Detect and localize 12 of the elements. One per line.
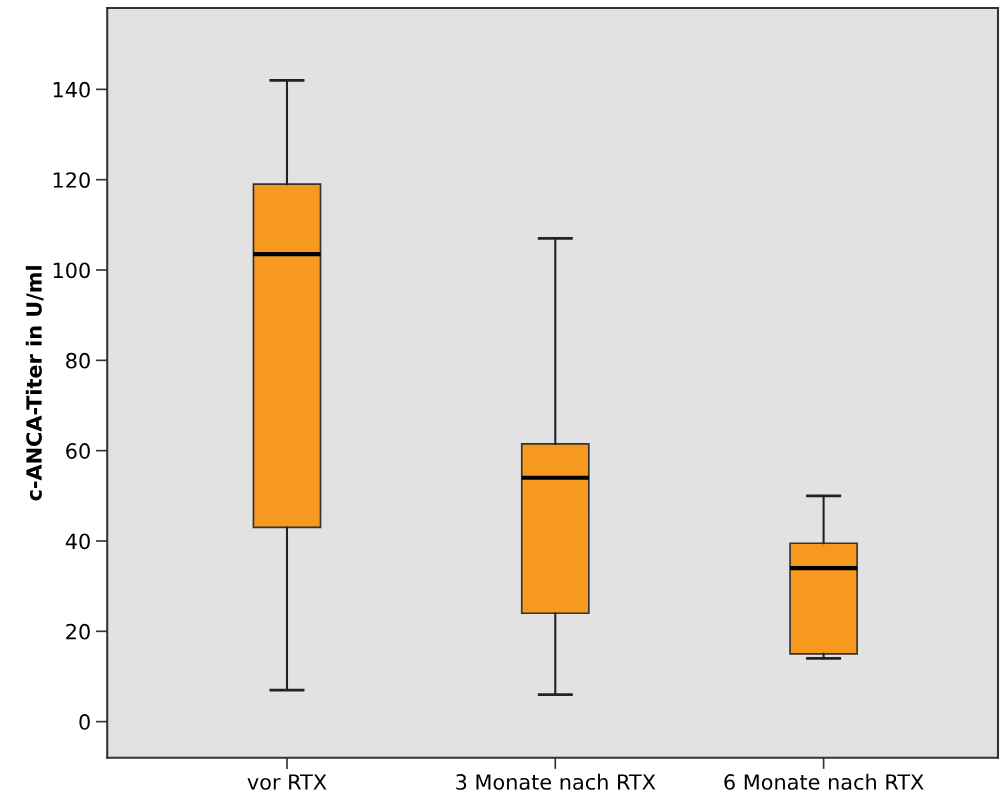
y-tick-label: 80: [66, 352, 90, 369]
y-tick-label: 0: [79, 714, 90, 730]
y-tick-label: 100: [53, 262, 90, 279]
y-tick-label: 40: [65, 533, 90, 550]
y-axis-title: c-ANCA-Titer in U/ml: [25, 266, 44, 501]
y-tick-label: 20: [66, 623, 90, 640]
x-tick-label: vor RTX: [247, 774, 327, 790]
y-tick-label: 60: [66, 443, 90, 459]
y-tick-label: 140: [53, 81, 90, 98]
x-tick-label: 3 Monate nach RTX: [456, 773, 656, 790]
y-tick-label: 120: [53, 172, 90, 188]
x-tick-label: 6 Monate nach RTX: [724, 773, 924, 790]
